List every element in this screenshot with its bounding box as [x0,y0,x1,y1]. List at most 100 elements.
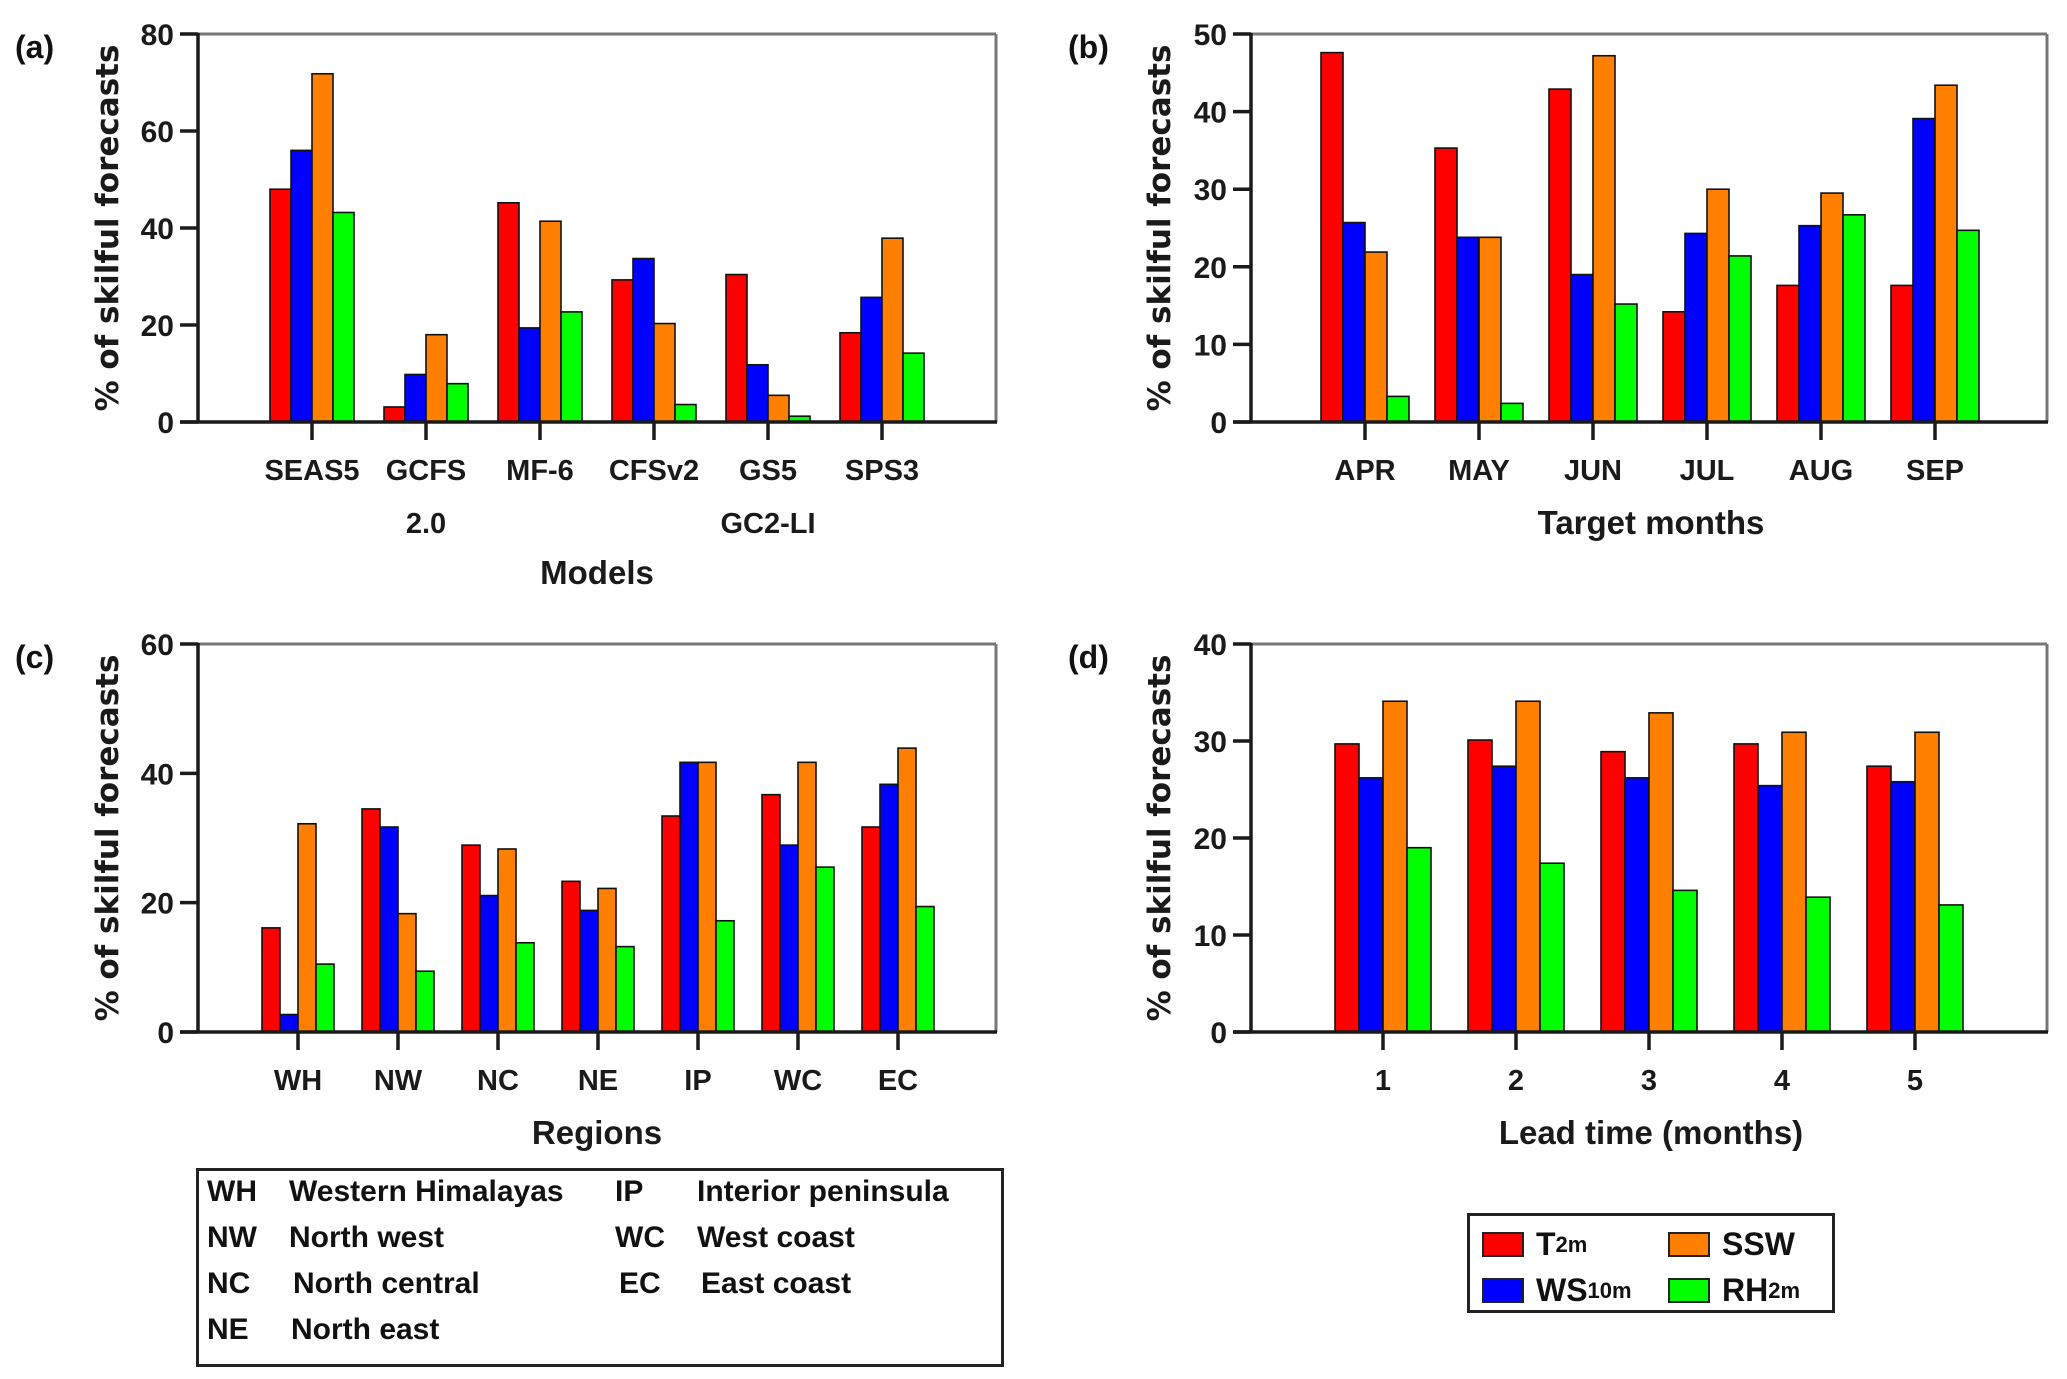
bar-t2m-ec [861,826,881,1033]
bar-rh2m-nc [515,941,535,1033]
bar-rh2m-1 [1406,846,1432,1033]
bar-ws10m-seas5 [290,149,313,423]
x-tick-label: NW [374,1065,423,1097]
bar-ssw-aug [1820,192,1844,423]
bar-ws10m-jul [1684,232,1708,423]
bar-rh2m-sep [1956,229,1980,423]
legend-label: WS [1536,1272,1588,1308]
bar-ssw-1 [1382,700,1408,1033]
bar-rh2m-may [1500,402,1524,423]
legend-item-t2m: T 2m [1482,1226,1587,1263]
bar-t2m-sps3 [839,331,862,423]
legend-subscript: 2m [1768,1277,1801,1303]
bar-ws10m-5 [1890,780,1916,1033]
bar-t2m-sep [1890,284,1914,423]
bar-rh2m-apr [1386,395,1410,423]
legend-item-rh2m: RH 2m [1668,1272,1800,1309]
region-abbr: WC [615,1221,665,1254]
x-tick-label: APR [1334,455,1395,487]
x-tick-label: AUG [1789,455,1853,487]
region-abbr: NW [207,1221,257,1254]
bar-t2m-cfsv2 [611,279,634,423]
panel-b: (b) 0 10 20 30 40 50 APR MAY JUN JUL AUG SEP Target m… [1068,19,2049,541]
bar-rh2m-5 [1938,904,1964,1033]
y-axis-title: % of skilful forecasts [1142,45,1178,412]
region-abbr: NC [207,1267,251,1300]
legend-swatch-ssw [1668,1232,1710,1257]
region-name: Western Himalayas [289,1175,564,1208]
bar-rh2m-aug [1842,214,1866,423]
bar-t2m-wc [761,793,781,1033]
bar-rh2m-3 [1672,889,1698,1033]
bar-ws10m-ip [679,761,699,1033]
bar-t2m-aug [1776,284,1800,423]
bar-ssw-may [1478,236,1502,423]
legend-swatch-t2m [1482,1232,1524,1257]
bar-ws10m-wc [779,844,799,1033]
legend-swatch-ws10m [1482,1278,1524,1303]
region-legend-item: NW North west [207,1221,444,1255]
region-name: West coast [697,1221,855,1254]
panel-c: (c) 0 20 40 60 WH NW NC NE IP WC EC Regions % of skil… [15,629,998,1151]
y-tick-label: 40 [1194,97,1227,130]
bar-t2m-gcfs [383,406,406,423]
region-name: Interior peninsula [697,1175,949,1208]
x-tick-label: 5 [1907,1065,1923,1097]
panel-a: (a) 0 20 40 60 80 SEAS5 GCFS 2.0 MF-6 CFSv2 GS5 GC2-… [15,19,998,591]
bar-rh2m-4 [1805,896,1831,1033]
bar-rh2m-jun [1614,303,1638,423]
bar-t2m-ip [661,815,681,1033]
bar-ssw-nw [397,912,417,1033]
y-tick-label: 20 [1194,252,1227,285]
region-legend-item: WC West coast [615,1221,855,1255]
bar-rh2m-sps3 [902,352,925,423]
bar-ws10m-mf-6 [518,327,541,423]
bar-rh2m-ec [915,905,935,1033]
bar-ws10m-ne [579,909,599,1033]
bar-t2m-may [1434,147,1458,423]
region-legend-item: NC North central [207,1267,480,1301]
y-tick-label: 50 [1194,19,1227,52]
legend-item-ws10m: WS 10m [1482,1272,1632,1309]
bar-rh2m-nw [415,970,435,1033]
x-tick-label: SEAS5 [264,455,359,487]
region-legend-item: NE North east [207,1313,439,1347]
bar-t2m-5 [1866,765,1892,1033]
y-tick-label: 0 [157,1017,174,1050]
y-tick-label: 0 [157,407,174,440]
region-abbr: WH [207,1175,257,1208]
region-name: North west [289,1221,445,1254]
bar-ssw-seas5 [311,72,334,423]
bar-rh2m-jul [1728,255,1752,423]
legend-subscript: 2m [1555,1231,1588,1257]
bar-t2m-jul [1662,311,1686,423]
bar-ssw-ne [597,887,617,1033]
panel-d: (d) 0 10 20 30 40 1 2 3 4 5 Lead time (months) % of … [1068,629,2049,1151]
bar-ssw-sep [1934,84,1958,423]
bar-ssw-5 [1914,731,1940,1033]
x-tick-label: EC [878,1065,918,1097]
x-tick-label: GS5 [739,455,797,487]
x-tick-label: CFSv2 [609,455,699,487]
bar-ssw-sps3 [881,237,904,423]
bar-t2m-seas5 [269,188,292,423]
bar-ws10m-sps3 [860,296,883,423]
bar-ws10m-4 [1757,784,1783,1033]
x-axis-title: Regions [532,1114,662,1151]
bar-ws10m-2 [1491,765,1517,1033]
bar-rh2m-wh [315,963,335,1033]
bar-ssw-ec [897,747,917,1033]
x-tick-label: NE [578,1065,618,1097]
bar-ws10m-gcfs [404,373,427,423]
bar-ws10m-jun [1570,273,1594,423]
y-tick-label: 10 [1194,920,1227,953]
bar-rh2m-mf-6 [560,311,583,423]
bar-t2m-4 [1733,743,1759,1033]
x-tick-label: MAY [1448,455,1510,487]
bar-t2m-apr [1320,51,1344,423]
y-tick-label: 60 [141,629,174,662]
bar-t2m-nw [361,808,381,1033]
bar-t2m-1 [1334,743,1360,1033]
panel-label: (d) [1068,639,1109,675]
y-tick-label: 40 [141,213,174,246]
